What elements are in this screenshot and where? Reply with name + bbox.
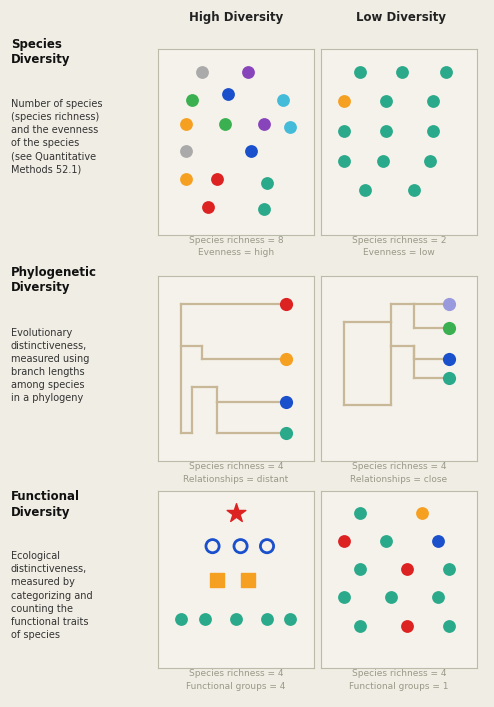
Point [434, 592, 442, 603]
Point [411, 185, 418, 196]
Point [361, 185, 369, 196]
Point [387, 592, 395, 603]
Text: Species richness = 4
Relationships = distant: Species richness = 4 Relationships = dis… [183, 462, 288, 484]
Point [382, 125, 390, 136]
Point [245, 574, 252, 585]
Point [356, 563, 364, 575]
Point [356, 66, 364, 77]
Point [182, 146, 190, 157]
Point [445, 563, 453, 575]
Point [445, 298, 453, 309]
Point [232, 507, 240, 518]
Text: High Diversity: High Diversity [189, 11, 283, 24]
Text: Ecological
distinctiveness,
measured by
categorizing and
counting the
functional: Ecological distinctiveness, measured by … [11, 551, 92, 640]
Text: Species richness = 4
Relationships = close: Species richness = 4 Relationships = clo… [350, 462, 448, 484]
Point [177, 613, 185, 624]
Point [340, 95, 348, 107]
Text: Species
Diversity: Species Diversity [11, 37, 70, 66]
Point [287, 122, 294, 133]
Point [213, 574, 221, 585]
Point [442, 66, 450, 77]
Point [340, 592, 348, 603]
Point [245, 66, 252, 77]
Point [429, 125, 437, 136]
Point [403, 563, 411, 575]
Text: Phylogenetic
Diversity: Phylogenetic Diversity [11, 266, 97, 294]
Text: Species richness = 4
Functional groups = 4: Species richness = 4 Functional groups =… [186, 670, 286, 691]
Point [340, 535, 348, 547]
Text: Species richness = 2
Evenness = low: Species richness = 2 Evenness = low [352, 236, 446, 257]
Point [247, 146, 255, 157]
Point [340, 155, 348, 166]
Point [263, 177, 271, 189]
Point [282, 428, 289, 439]
Text: Number of species
(species richness)
and the evenness
of the species
(see Quanti: Number of species (species richness) and… [11, 99, 102, 175]
Point [221, 118, 229, 129]
Point [182, 118, 190, 129]
Point [445, 354, 453, 365]
Point [188, 94, 196, 105]
Text: Species richness = 8
Evenness = high: Species richness = 8 Evenness = high [189, 236, 283, 257]
Point [279, 94, 287, 105]
Point [260, 118, 268, 129]
Point [340, 125, 348, 136]
Point [208, 540, 216, 551]
Point [356, 620, 364, 631]
Point [182, 173, 190, 185]
Text: Low Diversity: Low Diversity [356, 11, 446, 24]
Point [263, 540, 271, 551]
Point [418, 507, 426, 518]
Point [445, 322, 453, 333]
Point [232, 613, 240, 624]
Point [282, 298, 289, 309]
Point [398, 66, 406, 77]
Point [287, 613, 294, 624]
Point [237, 540, 245, 551]
Point [403, 620, 411, 631]
Point [356, 507, 364, 518]
Point [263, 613, 271, 624]
Point [382, 535, 390, 547]
Point [213, 173, 221, 185]
Point [434, 535, 442, 547]
Point [426, 155, 434, 166]
Text: Functional
Diversity: Functional Diversity [11, 490, 80, 518]
Point [260, 203, 268, 214]
Point [382, 95, 390, 107]
Point [379, 155, 387, 166]
Text: Evolutionary
distinctiveness,
measured using
branch lengths
among species
in a p: Evolutionary distinctiveness, measured u… [11, 327, 89, 403]
Point [282, 354, 289, 365]
Text: Species richness = 4
Functional groups = 1: Species richness = 4 Functional groups =… [349, 670, 449, 691]
Point [445, 372, 453, 383]
Point [445, 620, 453, 631]
Point [204, 201, 212, 213]
Point [201, 613, 208, 624]
Point [198, 66, 206, 77]
Point [224, 88, 232, 100]
Point [429, 95, 437, 107]
Point [282, 396, 289, 407]
